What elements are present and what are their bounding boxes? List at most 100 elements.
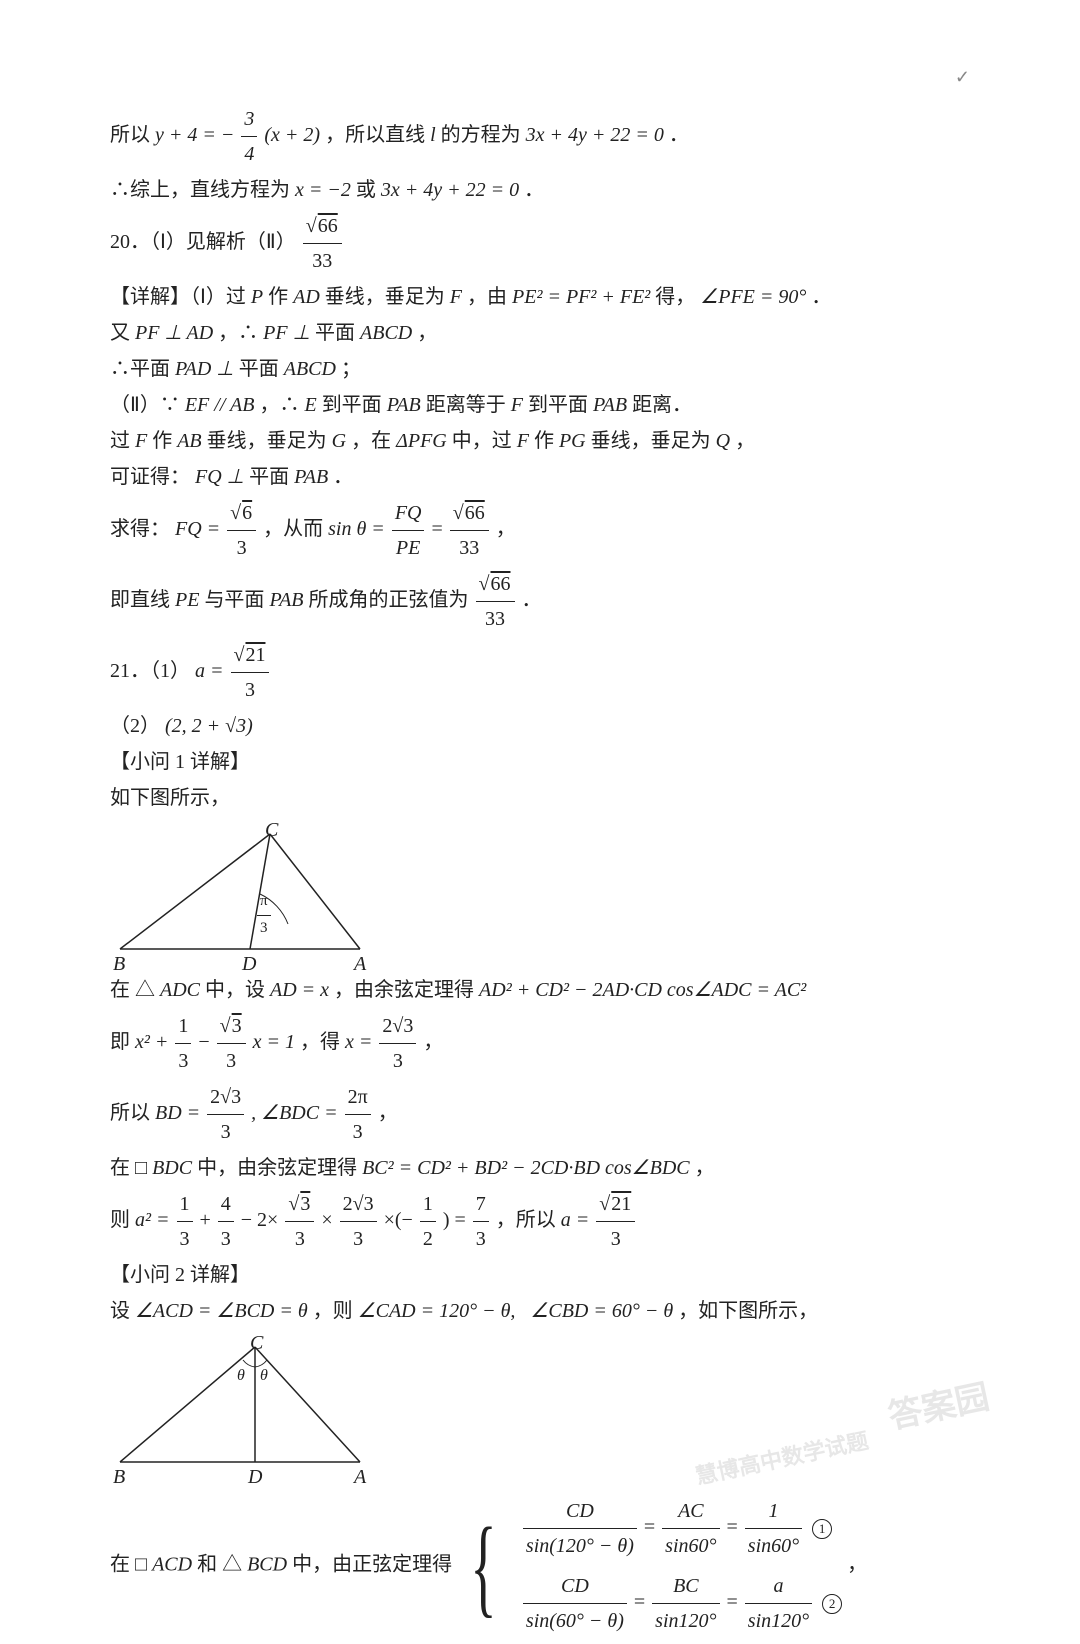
text: ，: [423, 1031, 443, 1053]
text-line: （2） (2, 2 + √3): [110, 709, 970, 743]
math: Q: [716, 430, 730, 452]
eq: =: [634, 1591, 650, 1613]
math: PAB: [387, 394, 421, 416]
text: ，∴: [259, 394, 299, 416]
text: 在 □: [110, 1157, 147, 1179]
label-a: A: [354, 947, 366, 981]
text: 即: [110, 1031, 135, 1053]
denominator: 33: [303, 244, 342, 278]
triangle-svg-2: [110, 1332, 370, 1482]
math: ∠PFE = 90°: [700, 286, 806, 308]
fraction: √6 3: [227, 496, 256, 565]
text: 垂线，垂足为: [591, 430, 716, 452]
math: PAB: [593, 394, 627, 416]
text: ，: [496, 518, 516, 540]
fraction: 7 3: [473, 1187, 489, 1256]
sqrt-num: 66: [490, 573, 512, 595]
text: ，由余弦定理得: [334, 979, 479, 1001]
fraction: √3 3: [285, 1187, 314, 1256]
text: 求得：: [110, 518, 170, 540]
text-line: 可证得： FQ ⊥ 平面 PAB ．: [110, 460, 970, 494]
fraction: 2√3 3: [340, 1187, 377, 1256]
math: BDC: [152, 1157, 192, 1179]
numerator: BC: [652, 1569, 719, 1604]
math: x =: [345, 1031, 377, 1053]
label-c: C: [265, 813, 278, 847]
denominator: 3: [379, 1044, 416, 1078]
math: PAB: [269, 589, 303, 611]
circled-2: 2: [822, 1594, 842, 1614]
text-line: 则 a² = 1 3 + 4 3 − 2× √3 3 × 2√3 3 ×(− 1…: [110, 1187, 970, 1256]
denominator: 3: [218, 1222, 234, 1256]
sqrt-num: 21: [244, 644, 266, 666]
fraction: √66 33: [450, 496, 489, 565]
numerator: 7: [473, 1187, 489, 1222]
text: ∴平面: [110, 358, 175, 380]
text: 【小问 2 详解】: [110, 1264, 250, 1286]
math: 3x + 4y + 22 = 0: [381, 179, 519, 201]
heading-line: 20．（Ⅰ）见解析（Ⅱ） √66 33: [110, 209, 970, 278]
trailing-comma: ，: [847, 1554, 867, 1576]
math: ABCD: [284, 358, 336, 380]
math: FQ ⊥: [195, 466, 244, 488]
math: a =: [561, 1209, 595, 1231]
fraction: 4 3: [218, 1187, 234, 1256]
denominator: 3: [345, 1115, 371, 1149]
numerator: a: [745, 1569, 812, 1604]
text: 到平面: [322, 394, 387, 416]
denominator: sin(60° − θ): [523, 1604, 627, 1638]
math: BC² = CD² + BD² − 2CD·BD cos∠BDC: [362, 1157, 690, 1179]
math: y + 4 = −: [155, 124, 234, 146]
text: 与平面: [204, 589, 269, 611]
text: 如下图所示，: [110, 787, 230, 809]
fraction: BC sin120°: [652, 1569, 719, 1638]
sqrt-n: 3: [231, 1015, 243, 1037]
fraction: 1 3: [177, 1187, 193, 1256]
text: 中，设: [205, 979, 270, 1001]
denominator: 3: [285, 1222, 314, 1256]
text-line: 所以 BD = 2√3 3 , ∠BDC = 2π 3 ，: [110, 1080, 970, 1149]
text: 中，由余弦定理得: [197, 1157, 362, 1179]
fraction: √3 3: [217, 1009, 246, 1078]
fraction: √21 3: [231, 638, 270, 707]
text: 在 △: [110, 979, 155, 1001]
sqrt-n: 21: [610, 1193, 632, 1215]
math: F: [511, 394, 523, 416]
theta-left: θ: [237, 1362, 245, 1389]
text: 距离等于: [426, 394, 511, 416]
denominator: 3: [257, 916, 271, 942]
denominator: 3: [596, 1222, 635, 1256]
text: 所成角的正弦值为: [309, 589, 474, 611]
text: 可证得：: [110, 466, 190, 488]
math: AB: [177, 430, 201, 452]
math: BD =: [155, 1102, 205, 1124]
fraction: CD sin(60° − θ): [523, 1569, 627, 1638]
fraction: 3 4: [241, 102, 257, 171]
math: PAD ⊥: [175, 358, 234, 380]
text: ，从而: [263, 518, 328, 540]
fraction: 1 2: [420, 1187, 436, 1256]
text-line: 【小问 2 详解】: [110, 1258, 970, 1292]
math: BCD: [247, 1554, 287, 1576]
eq: =: [727, 1591, 743, 1613]
text-line: （Ⅱ）∵ EF // AB ，∴ E 到平面 PAB 距离等于 F 到平面 PA…: [110, 388, 970, 422]
denominator: 3: [177, 1222, 193, 1256]
text-line: 求得： FQ = √6 3 ，从而 sin θ = FQ PE = √66 33…: [110, 496, 970, 565]
text: ，得: [300, 1031, 345, 1053]
fraction: 2π 3: [345, 1080, 371, 1149]
text: 在 □: [110, 1554, 147, 1576]
text-line: ∴平面 PAD ⊥ 平面 ABCD ；: [110, 352, 970, 386]
math: PG: [559, 430, 586, 452]
triangle-svg: [110, 819, 370, 969]
text: 设: [110, 1300, 135, 1322]
math: AD² + CD² − 2AD·CD cos∠ADC = AC²: [479, 979, 806, 1001]
text: ；: [341, 358, 361, 380]
text: 所以: [110, 124, 155, 146]
math: ADC: [160, 979, 200, 1001]
minus: −: [198, 1031, 214, 1053]
numerator: 1: [175, 1009, 191, 1044]
text-line: 如下图所示，: [110, 781, 970, 815]
math: F: [450, 286, 462, 308]
numerator: 2√3: [379, 1009, 416, 1044]
text: ，由: [467, 286, 512, 308]
